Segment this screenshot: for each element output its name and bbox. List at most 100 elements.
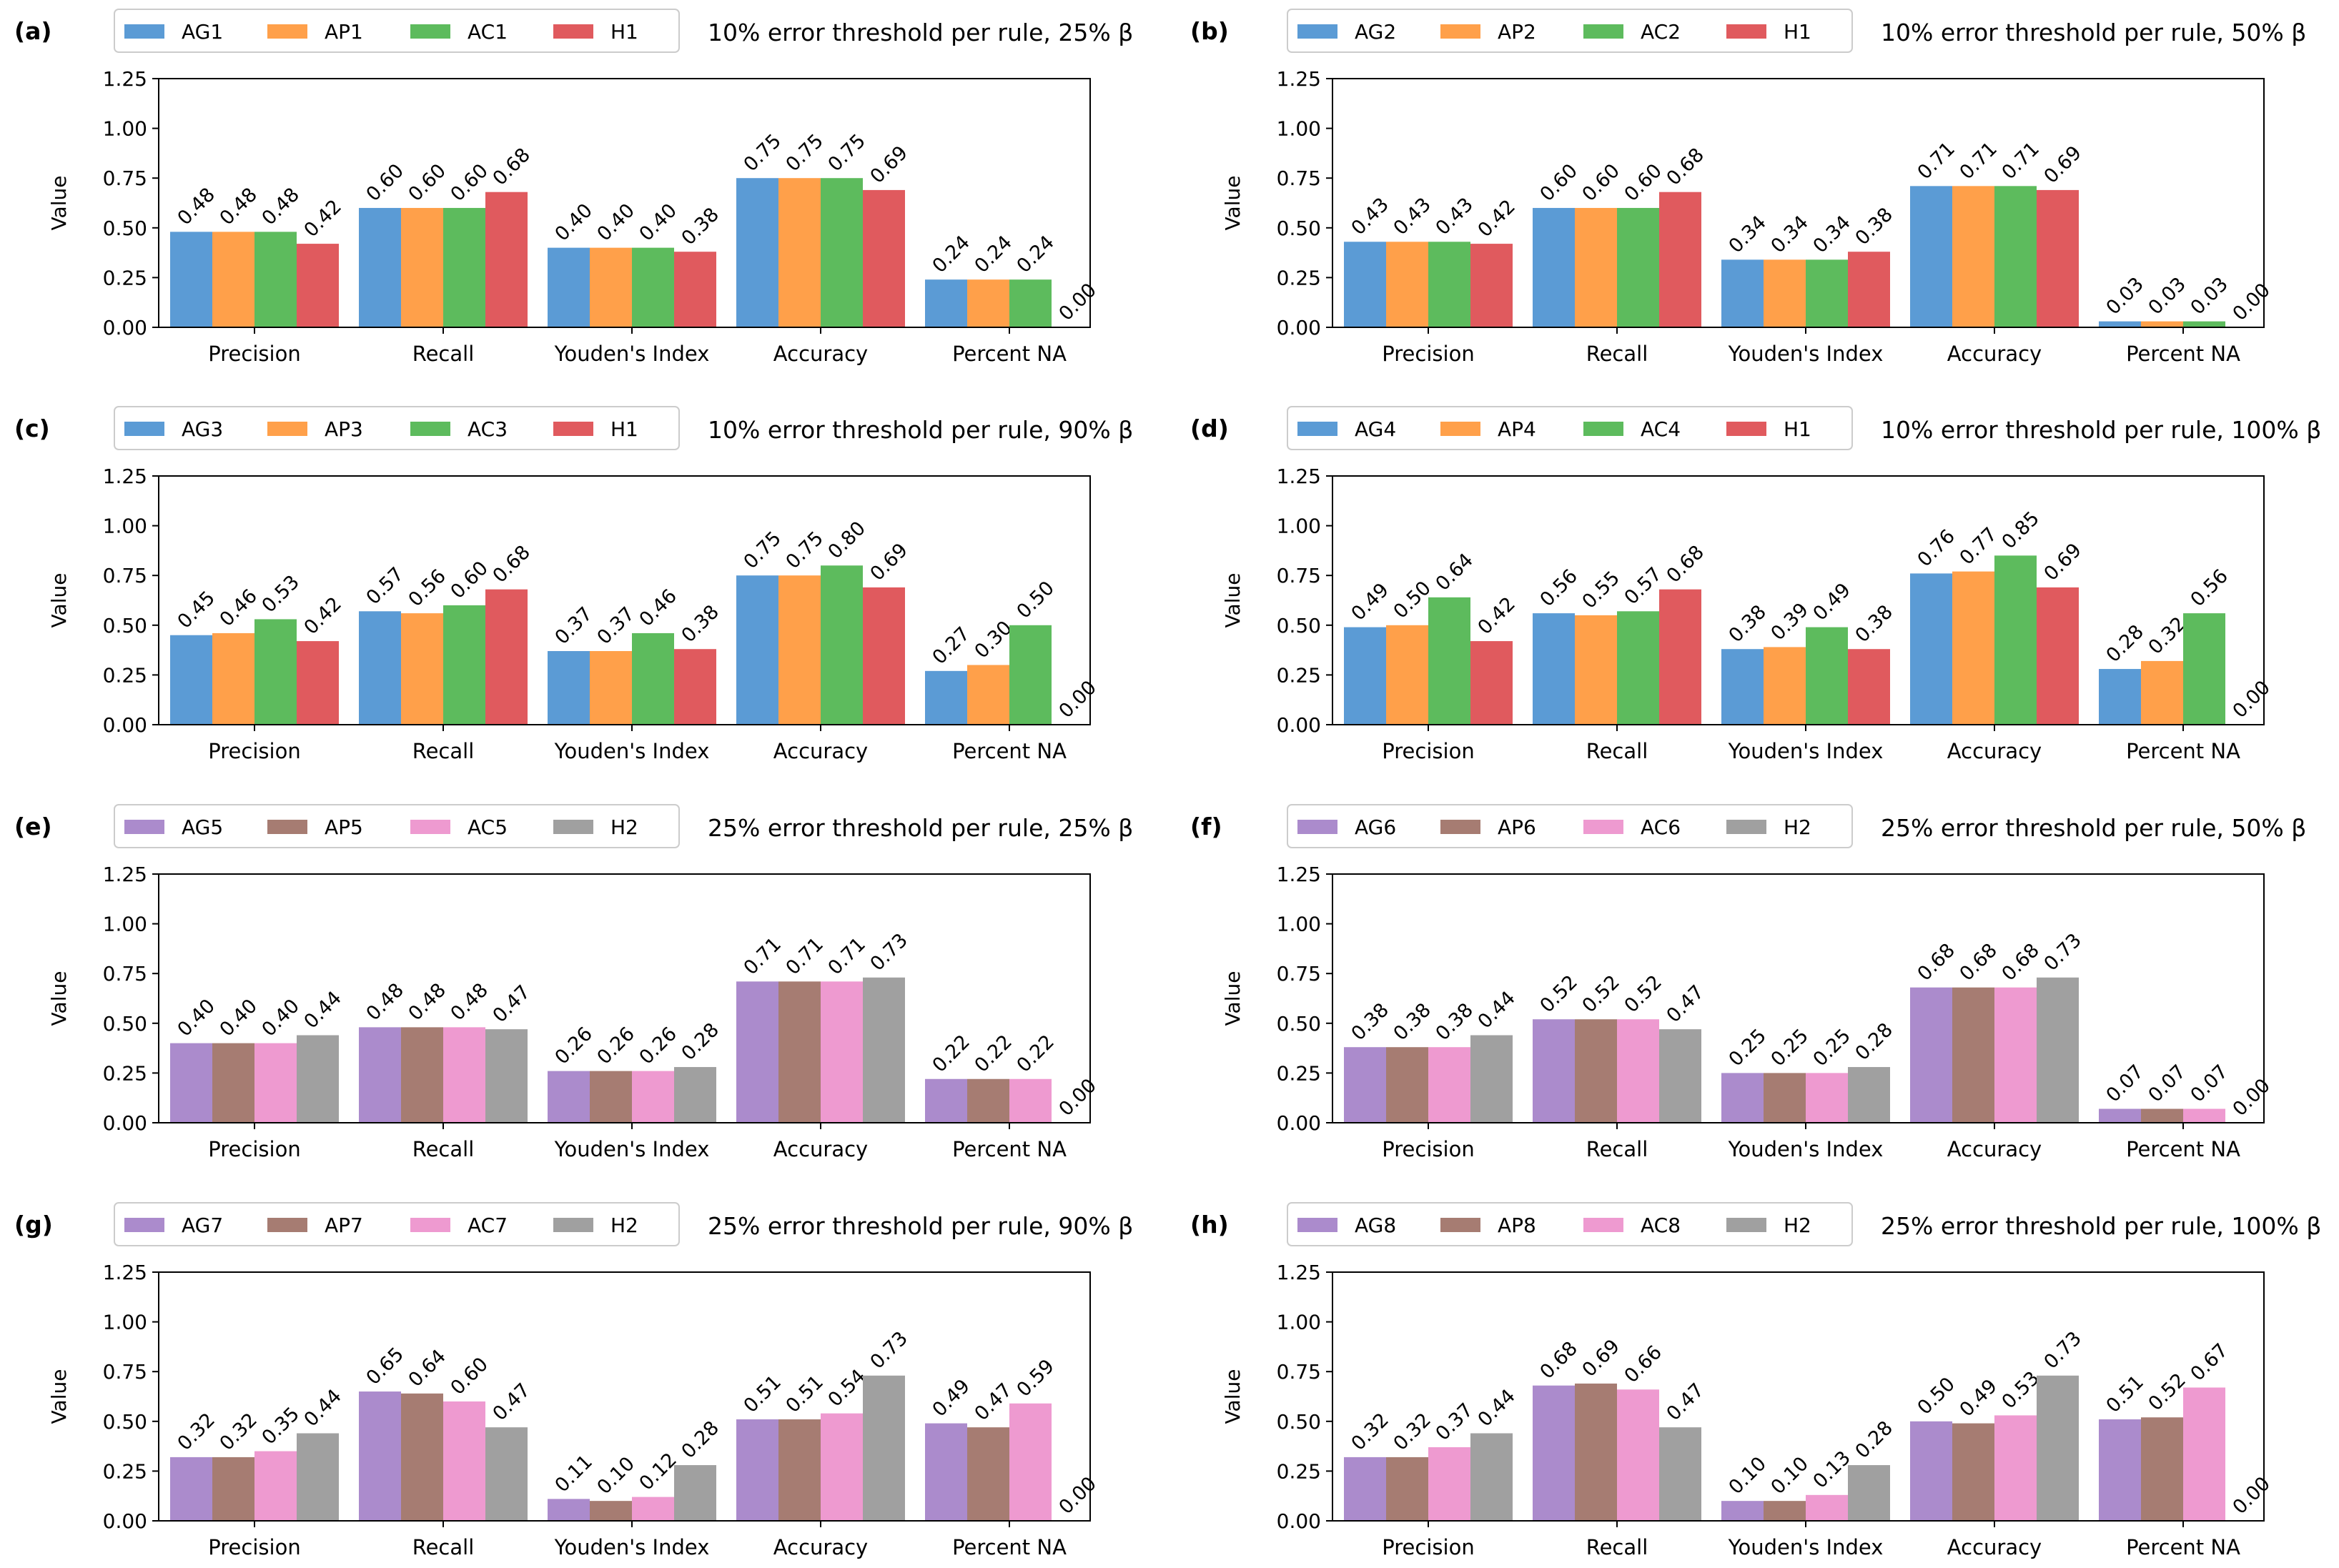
bar <box>590 1501 632 1521</box>
bar <box>2141 1108 2183 1123</box>
bar <box>485 1029 528 1123</box>
data-label: 0.44 <box>300 1385 346 1431</box>
x-tick-label: Youden's Index <box>554 1137 710 1161</box>
data-label: 0.66 <box>1621 1341 1666 1387</box>
data-label: 0.73 <box>866 1327 912 1373</box>
legend <box>114 406 680 450</box>
data-label: 0.00 <box>2229 1075 2275 1121</box>
bar <box>1617 611 1659 725</box>
bar <box>736 178 778 327</box>
y-tick-label: 0.00 <box>1277 713 1321 737</box>
bar <box>1994 555 2037 725</box>
legend <box>114 1202 680 1246</box>
legend <box>1287 1202 1853 1246</box>
bar <box>2183 613 2225 725</box>
legend-entry: AC5 <box>468 815 508 839</box>
x-tick-label: Youden's Index <box>554 1535 710 1559</box>
legend-swatch <box>410 24 450 39</box>
bar <box>485 589 528 725</box>
data-label: 0.49 <box>1809 579 1855 625</box>
bar <box>778 981 821 1123</box>
bar <box>359 1027 401 1123</box>
x-tick-label: Accuracy <box>1947 1535 2042 1559</box>
x-tick-label: Percent NA <box>2126 1535 2240 1559</box>
x-tick-label: Percent NA <box>2126 342 2240 366</box>
chart-title: 10% error threshold per rule, 50% β <box>1881 19 2306 46</box>
bar <box>590 1071 632 1123</box>
bar <box>1533 1385 1575 1521</box>
y-tick-label: 0.50 <box>103 614 147 637</box>
y-tick-label: 0.75 <box>1277 962 1321 986</box>
bar <box>925 279 967 327</box>
bar <box>297 244 339 327</box>
bar <box>359 611 401 725</box>
data-label: 0.28 <box>678 1019 723 1065</box>
x-tick-label: Precision <box>208 1535 300 1559</box>
legend-swatch <box>267 820 307 834</box>
data-label: 0.22 <box>971 1031 1017 1076</box>
bar <box>1910 1421 1952 1521</box>
chart-title: 25% error threshold per rule, 100% β <box>1881 1212 2321 1240</box>
data-label: 0.48 <box>447 979 493 1025</box>
panel-label: (h) <box>1190 1211 1229 1239</box>
data-label: 0.51 <box>782 1371 828 1417</box>
data-label: 0.69 <box>866 142 912 187</box>
bar <box>401 1027 443 1123</box>
data-label: 0.60 <box>1536 159 1582 205</box>
x-tick-label: Precision <box>208 1137 300 1161</box>
plot-frame <box>1332 475 2265 725</box>
legend-swatch <box>410 1218 450 1232</box>
data-label: 0.53 <box>258 571 304 617</box>
data-label: 0.56 <box>2187 565 2232 611</box>
plot-frame <box>158 78 1091 328</box>
x-tick-label: Precision <box>1382 1535 1474 1559</box>
bar <box>2037 587 2079 725</box>
bar <box>548 1499 590 1521</box>
data-label: 0.69 <box>2040 539 2086 585</box>
y-tick-label: 0.75 <box>1277 167 1321 190</box>
legend-entry: AG6 <box>1355 815 1396 839</box>
bar <box>821 565 863 725</box>
bar <box>2141 321 2183 327</box>
bar <box>778 1419 821 1521</box>
y-tick-label: 1.00 <box>1277 913 1321 936</box>
legend-swatch <box>1440 1218 1480 1232</box>
bar <box>297 1035 339 1123</box>
bar <box>2099 1108 2141 1123</box>
data-label: 0.43 <box>1432 194 1478 239</box>
y-tick-label: 1.25 <box>103 465 147 488</box>
data-label: 0.32 <box>1347 1409 1393 1454</box>
chart-title: 10% error threshold per rule, 90% β <box>708 416 1133 444</box>
data-label: 0.60 <box>405 159 450 205</box>
x-tick-label: Recall <box>412 739 475 763</box>
bar <box>674 649 716 725</box>
bar <box>1659 1427 1701 1521</box>
data-label: 0.38 <box>1347 999 1393 1045</box>
bar <box>1533 207 1575 327</box>
data-label: 0.37 <box>551 603 597 649</box>
bar <box>632 632 674 725</box>
y-axis-label: Value <box>1221 971 1245 1026</box>
bar <box>359 1391 401 1521</box>
y-tick-label: 1.00 <box>1277 1311 1321 1334</box>
data-label: 0.00 <box>2229 1473 2275 1519</box>
legend-entry: AG4 <box>1355 417 1396 441</box>
chart-title: 25% error threshold per rule, 50% β <box>1881 814 2306 842</box>
y-axis-label: Value <box>1221 573 1245 628</box>
y-tick-label: 1.25 <box>103 67 147 91</box>
data-label: 0.24 <box>971 232 1017 277</box>
bar <box>1386 242 1428 327</box>
bar <box>297 641 339 725</box>
bar <box>254 1043 297 1123</box>
bar <box>1994 186 2037 327</box>
data-label: 0.45 <box>174 587 219 632</box>
data-label: 0.48 <box>405 979 450 1025</box>
bar <box>590 650 632 725</box>
bar <box>1659 192 1701 327</box>
bar <box>1806 1073 1848 1123</box>
bar <box>1952 571 1994 725</box>
bar <box>1470 1433 1513 1521</box>
legend-swatch <box>553 422 593 436</box>
